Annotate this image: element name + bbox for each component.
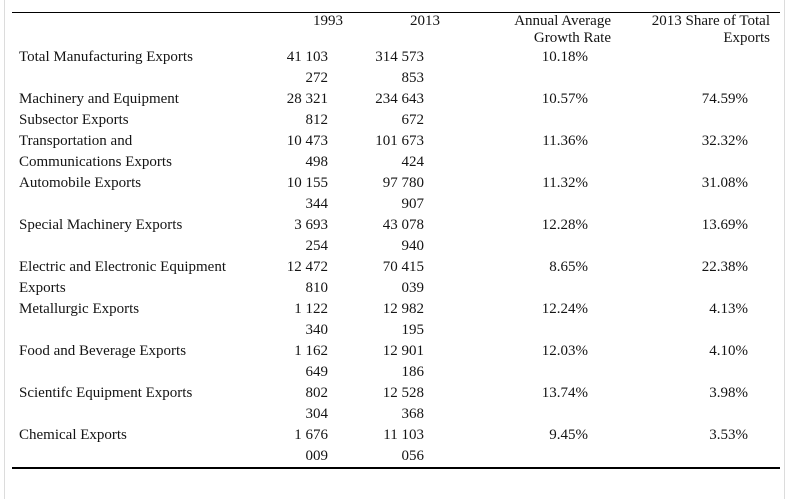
cell-2013: 12 901 186 [382, 343, 424, 380]
cell-label: Special Machinery Exports [19, 217, 183, 233]
table-row: Chemical Exports 1 676 009 11 103 056 9.… [12, 425, 780, 468]
cell-growth: 12.24% [541, 301, 588, 317]
cell-share: 4.13% [709, 301, 748, 317]
cell-growth: 11.36% [542, 133, 588, 149]
cell-growth: 9.45% [549, 427, 588, 443]
cell-1993: 12 472 810 [286, 259, 328, 296]
cell-label: Electric and Electronic Equipment Export… [19, 259, 226, 296]
cell-share: 74.59% [701, 91, 748, 107]
page-edge-line-right [784, 0, 785, 499]
cell-1993: 802 304 [305, 385, 329, 422]
cell-1993: 41 103 272 [286, 49, 328, 86]
cell-label: Chemical Exports [19, 427, 127, 443]
column-header-1993: 1993 [313, 13, 343, 29]
cell-growth: 8.65% [549, 259, 588, 275]
cell-label: Machinery and Equipment Subsector Export… [19, 91, 179, 128]
cell-share: 22.38% [701, 259, 748, 275]
cell-growth: 10.57% [541, 91, 588, 107]
cell-growth: 10.18% [541, 49, 588, 65]
table-row: Automobile Exports 10 155 344 97 780 907… [12, 173, 780, 215]
cell-1993: 1 162 649 [294, 343, 328, 380]
cell-2013: 11 103 056 [383, 427, 424, 464]
table-row: Transportation and Communications Export… [12, 131, 780, 173]
cell-2013: 43 078 940 [382, 217, 424, 254]
cell-label: Scientifc Equipment Exports [19, 385, 193, 401]
cell-1993: 1 676 009 [294, 427, 328, 464]
cell-2013: 12 982 195 [382, 301, 424, 338]
table-row: Scientifc Equipment Exports 802 304 12 5… [12, 383, 780, 425]
column-header-share: 2013 Share of Total Exports [651, 13, 770, 46]
table-row: Special Machinery Exports 3 693 254 43 0… [12, 215, 780, 257]
table-header-row: 1993 2013 Annual Average Growth Rate 201… [12, 13, 780, 48]
cell-growth: 13.74% [541, 385, 588, 401]
page-edge-line-left [4, 0, 5, 499]
cell-share [625, 47, 780, 89]
cell-share: 32.32% [701, 133, 748, 149]
cell-share: 31.08% [701, 175, 748, 191]
cell-growth: 12.28% [541, 217, 588, 233]
cell-share: 13.69% [701, 217, 748, 233]
table-row: Food and Beverage Exports 1 162 649 12 9… [12, 341, 780, 383]
cell-2013: 234 643 672 [375, 91, 424, 128]
cell-label: Food and Beverage Exports [19, 343, 187, 359]
cell-2013: 12 528 368 [382, 385, 424, 422]
cell-share: 3.98% [709, 385, 748, 401]
column-header-growth: Annual Average Growth Rate [514, 13, 611, 46]
exports-table: 1993 2013 Annual Average Growth Rate 201… [12, 12, 780, 469]
cell-1993: 10 155 344 [286, 175, 328, 212]
cell-growth: 12.03% [541, 343, 588, 359]
cell-2013: 314 573 853 [375, 49, 424, 86]
cell-1993: 1 122 340 [294, 301, 328, 338]
cell-1993: 28 321 812 [286, 91, 328, 128]
cell-growth: 11.32% [542, 175, 588, 191]
cell-2013: 101 673 424 [375, 133, 424, 170]
table-row: Electric and Electronic Equipment Export… [12, 257, 780, 299]
table-row: Total Manufacturing Exports 41 103 272 3… [12, 47, 780, 89]
cell-share: 4.10% [709, 343, 748, 359]
column-header-label [12, 13, 242, 48]
cell-label: Metallurgic Exports [19, 301, 140, 317]
cell-2013: 97 780 907 [382, 175, 424, 212]
cell-2013: 70 415 039 [382, 259, 424, 296]
cell-label: Automobile Exports [19, 175, 142, 191]
cell-1993: 3 693 254 [294, 217, 328, 254]
cell-label: Transportation and Communications Export… [19, 133, 172, 170]
cell-label: Total Manufacturing Exports [19, 49, 193, 65]
column-header-2013: 2013 [410, 13, 440, 29]
cell-share: 3.53% [709, 427, 748, 443]
table-row: Metallurgic Exports 1 122 340 12 982 195… [12, 299, 780, 341]
table-row: Machinery and Equipment Subsector Export… [12, 89, 780, 131]
cell-1993: 10 473 498 [286, 133, 328, 170]
